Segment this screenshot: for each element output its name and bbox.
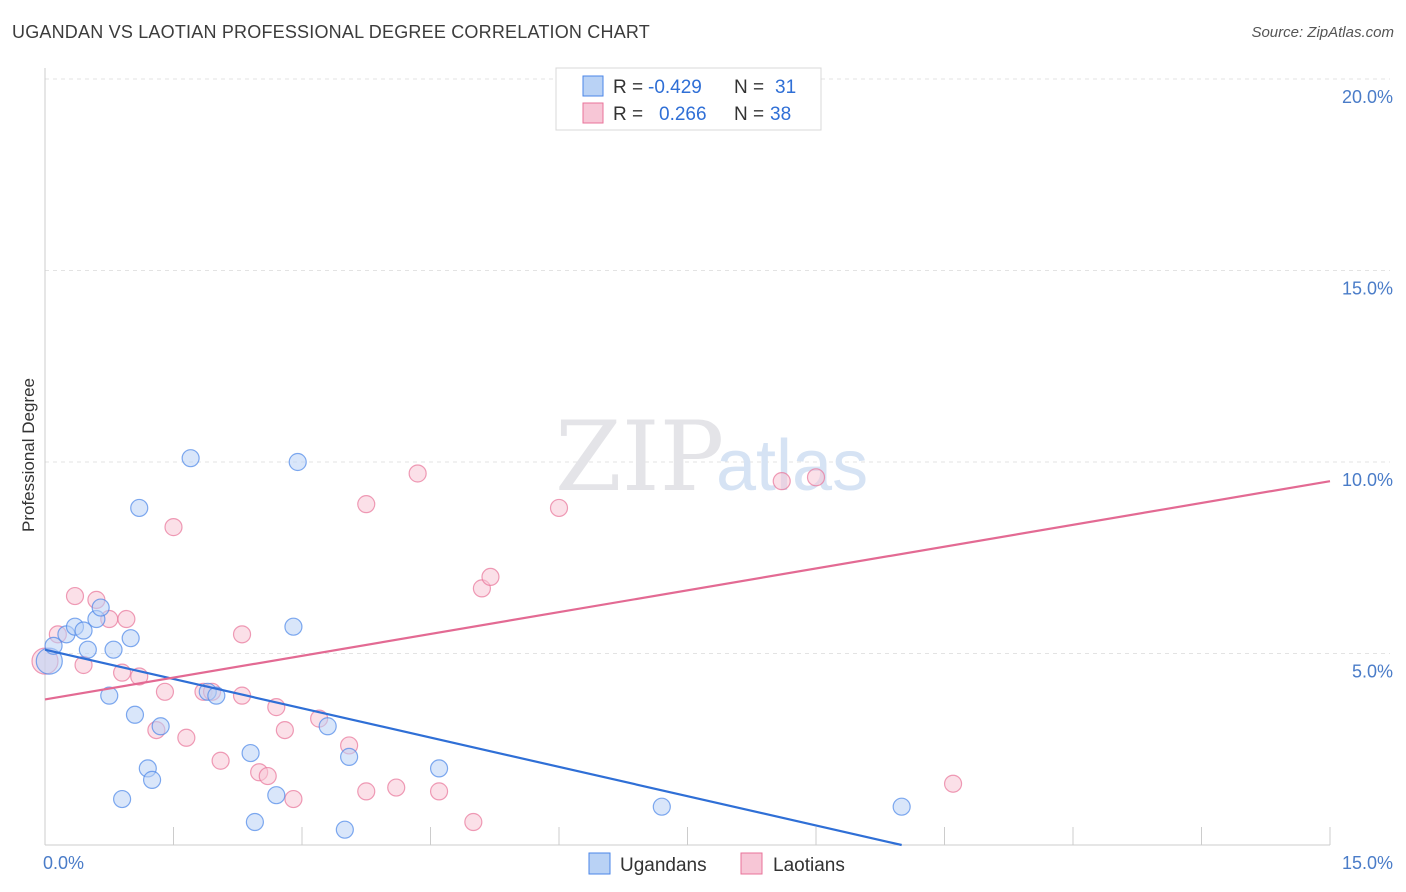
ugandans-point: [130, 498, 149, 518]
laotians-point: [117, 609, 136, 629]
laotians-point: [387, 778, 406, 797]
laotians-point: [65, 586, 85, 606]
ugandans-point: [142, 770, 162, 789]
chart-title: UGANDAN VS LAOTIAN PROFESSIONAL DEGREE C…: [12, 22, 650, 42]
laotians-point: [232, 625, 252, 644]
ugandans-point: [91, 598, 110, 617]
ugandans-point: [245, 812, 264, 832]
legend-r-label-laotians: R =: [613, 104, 643, 125]
x-tick-label: 15.0%: [1342, 853, 1393, 873]
laotians-point: [357, 782, 376, 801]
ugandans-point: [335, 820, 354, 839]
ugandans-point: [267, 786, 286, 805]
ugandans-point: [207, 686, 226, 705]
ugandans-point: [429, 759, 449, 778]
gridlines: [45, 78, 1390, 654]
laotians-point: [464, 812, 483, 832]
laotians-point: [549, 498, 569, 518]
legend-swatch-laotians: [582, 102, 604, 124]
laotians-point: [284, 789, 303, 809]
laotians-point: [155, 682, 175, 701]
correlation-legend: R = -0.429 N = 31 R = 0.266 N = 38: [555, 67, 822, 131]
legend-r-value-ugandans: -0.429: [648, 77, 702, 98]
y-tick-label: 20.0%: [1342, 87, 1393, 107]
bottom-legend-ugandans: Ugandans: [620, 855, 707, 876]
laotians-point: [211, 751, 230, 770]
ugandans-point: [125, 705, 145, 724]
x-tick-label: 0.0%: [43, 853, 84, 873]
series-legend: Ugandans Laotians: [588, 852, 845, 876]
laotians-point: [275, 720, 294, 740]
y-tick-label: 5.0%: [1352, 662, 1393, 682]
laotians-point: [164, 518, 183, 537]
ugandans-point: [284, 617, 303, 636]
laotians-point: [481, 567, 500, 587]
ugandans-point: [318, 717, 337, 736]
y-tick-label: 10.0%: [1342, 470, 1393, 490]
ugandans-point: [78, 640, 97, 659]
ugandans-point: [74, 621, 93, 640]
legend-swatch-ugandans: [582, 75, 604, 97]
laotians-point: [357, 495, 376, 514]
laotians-point: [772, 472, 791, 491]
ugandans-point: [112, 789, 132, 809]
legend-n-value-laotians: 38: [770, 104, 791, 125]
watermark-zip: ZIP: [555, 401, 724, 513]
bottom-legend-swatch-ugandans: [588, 852, 611, 875]
watermark: ZIP atlas: [555, 401, 868, 513]
ugandans-point: [151, 717, 170, 736]
laotians-point: [429, 782, 449, 801]
axes: [44, 68, 1331, 846]
ugandans-point: [241, 743, 260, 763]
ugandans-trend-line: [44, 648, 902, 847]
chart-source: Source: ZipAtlas.com: [1251, 24, 1394, 41]
laotians-point: [806, 468, 826, 487]
legend-r-label-ugandans: R =: [613, 77, 643, 98]
laotians-point: [943, 774, 963, 793]
ugandans-point: [340, 747, 359, 767]
legend-n-label-ugandans: N =: [734, 77, 764, 98]
ugandans-points: [35, 449, 911, 839]
bottom-legend-swatch-laotians: [740, 852, 763, 875]
ugandans-point: [652, 797, 671, 816]
ugandans-point: [288, 452, 307, 472]
laotians-point: [177, 728, 196, 747]
y-axis-label: Professional Degree: [19, 378, 38, 532]
watermark-atlas: atlas: [716, 426, 868, 506]
legend-n-label-laotians: N =: [734, 104, 764, 125]
ugandans-point: [104, 640, 123, 659]
y-tick-label: 15.0%: [1342, 279, 1393, 299]
bottom-legend-laotians: Laotians: [773, 855, 845, 876]
laotians-trend-line: [44, 480, 1331, 701]
laotians-point: [258, 766, 277, 786]
legend-r-value-laotians: 0.266: [659, 104, 707, 125]
legend-n-value-ugandans: 31: [775, 77, 796, 98]
trend-lines: [44, 480, 1331, 847]
ugandans-point: [892, 797, 911, 816]
ugandans-point: [181, 449, 200, 468]
x-tick-labels: 0.0% 15.0%: [43, 853, 1393, 873]
ugandans-point: [100, 686, 119, 705]
y-tick-labels: 5.0% 10.0% 15.0% 20.0%: [1342, 87, 1393, 682]
laotians-point: [408, 464, 427, 483]
ugandans-point: [121, 629, 140, 648]
